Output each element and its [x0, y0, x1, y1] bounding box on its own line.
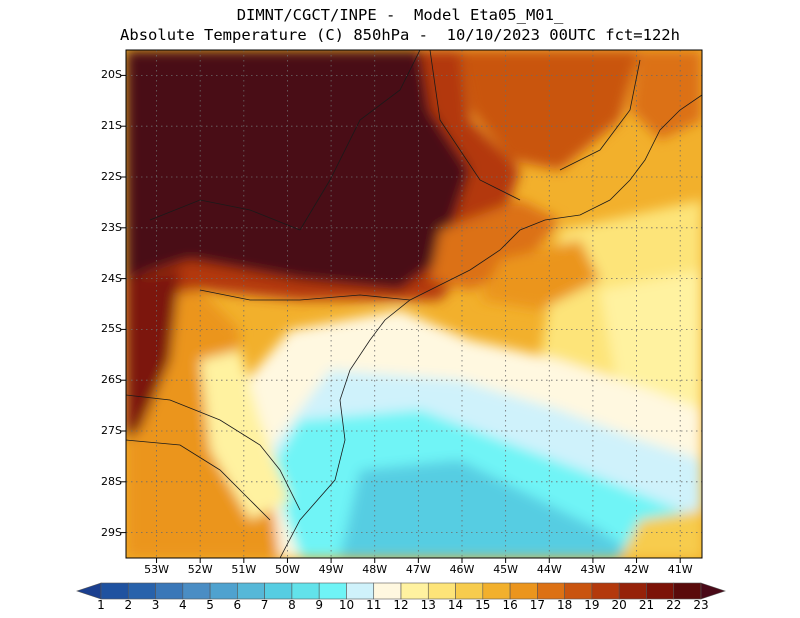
lon-label: 41W [667, 563, 693, 576]
colorbar-swatch [509, 582, 538, 600]
lon-label: 45W [493, 563, 519, 576]
map-frame [125, 49, 703, 559]
colorbar-label: 7 [260, 598, 269, 612]
colorbar-swatch [618, 582, 647, 600]
colorbar-label: 15 [475, 598, 491, 612]
lat-label: 29S [101, 525, 122, 539]
colorbar-swatch [182, 582, 211, 600]
lon-label: 42W [624, 563, 649, 576]
colorbar-label: 5 [206, 598, 214, 612]
colorbar-swatch [427, 582, 456, 600]
lon-label: 49W [318, 563, 344, 576]
colorbar-swatch [537, 582, 565, 600]
title-line-2: Absolute Temperature (C) 850hPa - 10/10/… [120, 26, 680, 44]
colorbar-swatch [646, 582, 675, 600]
lat-label: 26S [101, 373, 122, 387]
lat-label: 24S [101, 271, 122, 285]
colorbar-swatch [455, 582, 484, 600]
colorbar-label: 14 [447, 598, 464, 612]
colorbar-swatch [264, 582, 293, 600]
colorbar-label: 17 [529, 598, 545, 612]
colorbar-swatch [373, 582, 402, 600]
lon-label: 44W [536, 563, 562, 576]
colorbar-label: 19 [584, 598, 600, 612]
temperature-field [126, 50, 702, 558]
colorbar-high-arrow [700, 582, 726, 600]
colorbar-swatch [400, 582, 429, 600]
colorbar-label: 12 [393, 598, 409, 612]
colorbar-swatch [100, 582, 129, 600]
lon-label: 46W [449, 563, 475, 576]
lat-label: 21S [101, 119, 122, 133]
colorbar-label: 22 [666, 598, 682, 612]
colorbar-label: 21 [638, 598, 655, 612]
lon-label: 47W [405, 563, 431, 576]
lat-label: 23S [101, 220, 122, 234]
colorbar-label: 4 [178, 598, 187, 612]
colorbar-swatch [591, 582, 620, 600]
lat-label: 22S [101, 170, 122, 183]
lon-label: 51W [231, 563, 257, 576]
lat-label: 27S [101, 424, 122, 437]
coastline-and-borders [126, 50, 702, 558]
colorbar-swatch [127, 582, 156, 600]
map-grid [126, 50, 702, 558]
colorbar-swatch [209, 582, 238, 600]
colorbar-swatch [318, 582, 347, 600]
colorbar-swatch [482, 582, 511, 600]
colorbar-label: 1 [97, 598, 105, 612]
colorbar-label: 20 [611, 598, 627, 612]
lat-label: 28S [101, 474, 122, 488]
colorbar-label: 13 [420, 598, 436, 612]
colorbar-label: 9 [315, 598, 323, 612]
colorbar-label: 3 [151, 598, 160, 612]
lon-label: 52W [187, 563, 213, 576]
colorbar-label: 6 [233, 598, 242, 612]
colorbar-swatch [673, 582, 702, 600]
colorbar-label: 2 [124, 598, 133, 612]
colorbar-swatch [291, 582, 320, 600]
lat-label: 25S [101, 322, 122, 336]
lon-label: 53W [144, 563, 169, 576]
lon-label: 43W [580, 563, 606, 576]
colorbar-label: 18 [556, 598, 573, 612]
colorbar-label: 16 [502, 598, 518, 612]
lon-label: 48W [362, 563, 388, 576]
colorbar-swatch [346, 582, 375, 600]
colorbar-label: 10 [338, 598, 355, 612]
colorbar-swatch [237, 582, 265, 600]
colorbar-label: 8 [288, 598, 296, 612]
title-line-1: DIMNT/CGCT/INPE - Model Eta05_M01_ [236, 6, 564, 24]
colorbar-swatch [564, 582, 593, 600]
colorbar-low-arrow [76, 582, 102, 600]
lon-label: 50W [275, 563, 300, 576]
lat-label: 20S [101, 68, 122, 82]
colorbar-label: 23 [693, 598, 709, 612]
colorbar-swatch [155, 582, 184, 600]
colorbar-label: 11 [366, 598, 382, 612]
